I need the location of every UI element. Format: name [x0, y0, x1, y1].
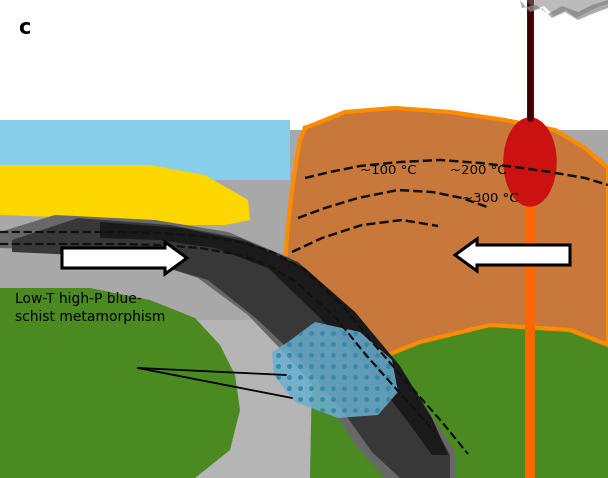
- Text: ~300 °C: ~300 °C: [462, 192, 519, 205]
- Polygon shape: [0, 215, 455, 478]
- Text: ~200 °C: ~200 °C: [450, 163, 506, 176]
- Polygon shape: [0, 320, 608, 478]
- Text: c: c: [18, 18, 30, 38]
- Polygon shape: [284, 108, 608, 375]
- Polygon shape: [0, 0, 608, 130]
- Polygon shape: [526, 0, 608, 18]
- FancyArrow shape: [62, 242, 187, 274]
- FancyArrow shape: [455, 239, 570, 271]
- Polygon shape: [310, 325, 608, 478]
- Polygon shape: [0, 165, 250, 225]
- Polygon shape: [0, 120, 290, 180]
- Polygon shape: [272, 322, 398, 418]
- Text: ~100 °C: ~100 °C: [360, 163, 416, 176]
- Polygon shape: [12, 218, 450, 478]
- Text: Low-T high-P blue-
schist metamorphism: Low-T high-P blue- schist metamorphism: [15, 292, 165, 324]
- Polygon shape: [0, 270, 240, 478]
- Polygon shape: [100, 222, 448, 455]
- Ellipse shape: [504, 118, 556, 206]
- PathPatch shape: [272, 322, 398, 418]
- Polygon shape: [520, 0, 608, 20]
